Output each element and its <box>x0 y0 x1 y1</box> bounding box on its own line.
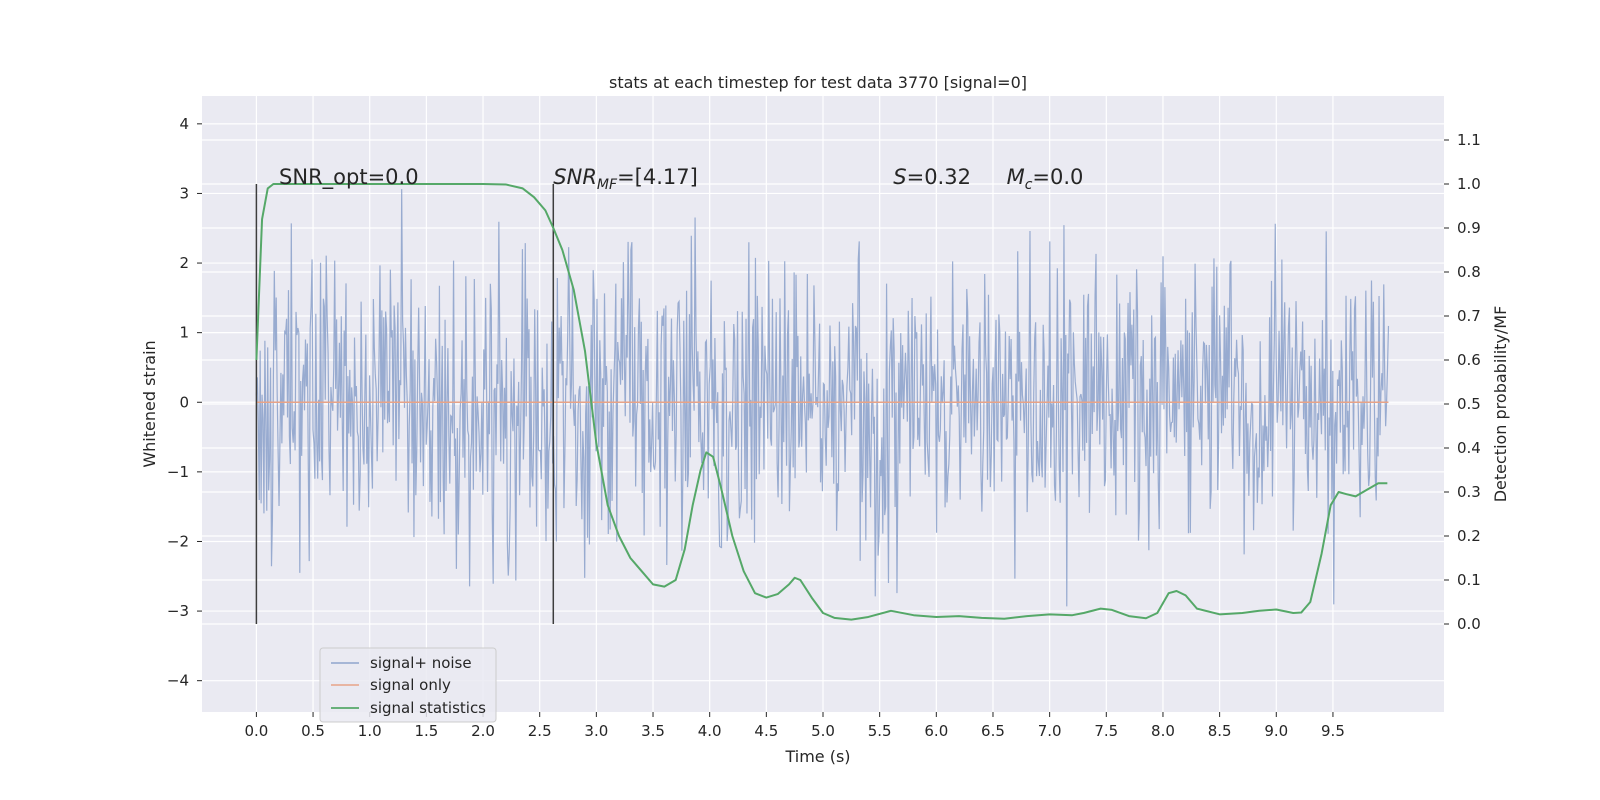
y-left-tick-label: 3 <box>179 184 189 202</box>
annotation-value: =0.0 <box>1032 165 1083 189</box>
y-left-tick-label: 0 <box>179 393 189 411</box>
annotation-text: S=0.32 <box>893 165 971 189</box>
y-right-tick-label: 0.9 <box>1457 219 1481 237</box>
signal-statistics-line <box>255 183 1388 621</box>
chart-title: stats at each timestep for test data 377… <box>609 73 1027 92</box>
y-left-tick-label: 2 <box>179 254 189 272</box>
series-signal-statistics <box>255 183 1388 621</box>
x-tick-label: 1.5 <box>414 722 438 740</box>
x-tick-label: 3.0 <box>584 722 608 740</box>
axis-ticks: 0.0 0.5 1.0 1.5 2.0 2.5 3.0 3.5 4.0 4.5 5.0 5.5 6.0 6… <box>167 115 1481 740</box>
annotation-value: =[4.17] <box>617 165 698 189</box>
x-tick-label: 7.5 <box>1094 722 1118 740</box>
annotation-subscript: MF <box>597 177 618 193</box>
annotations: SNR_opt=0.0 SNRMF=[4.17] S=0.32 Mc=0.0 <box>279 165 1083 193</box>
x-tick-label: 3.5 <box>641 722 665 740</box>
annotation-text: SNR_opt=0.0 <box>279 165 419 190</box>
x-tick-label: 4.0 <box>698 722 722 740</box>
y-left-tick-label: −2 <box>167 532 189 550</box>
annotation-symbol: S <box>893 165 906 189</box>
y-right-tick-label: 0.8 <box>1457 263 1481 281</box>
x-tick-label: 1.0 <box>358 722 382 740</box>
x-tick-label: 0.0 <box>244 722 268 740</box>
y-right-tick-label: 0.3 <box>1457 483 1481 501</box>
legend-label-signal-noise: signal+ noise <box>370 654 472 672</box>
y-right-tick-label: 1.0 <box>1457 175 1481 193</box>
y-right-tick-label: 0.6 <box>1457 351 1481 369</box>
legend-label-signal-statistics: signal statistics <box>370 699 486 717</box>
y-right-tick-label: 0.2 <box>1457 527 1481 545</box>
x-tick-label: 7.0 <box>1038 722 1062 740</box>
x-tick-label: 2.5 <box>528 722 552 740</box>
legend-box <box>319 647 497 723</box>
y-right-tick-label: 1.1 <box>1457 131 1481 149</box>
x-tick-label: 8.5 <box>1208 722 1232 740</box>
annotation-text: SNRMF=[4.17] <box>553 165 698 193</box>
x-tick-label: 5.0 <box>811 722 835 740</box>
x-tick-label: 5.5 <box>868 722 892 740</box>
y-right-tick-label: 0.0 <box>1457 615 1481 633</box>
y-right-tick-label: 0.5 <box>1457 395 1481 413</box>
y-left-tick-label: −3 <box>167 602 189 620</box>
signal-noise-line <box>255 189 1390 607</box>
y-axis-left-label: Whitened strain <box>140 340 159 467</box>
x-tick-label: 8.0 <box>1151 722 1175 740</box>
x-tick-label: 9.5 <box>1321 722 1345 740</box>
y-right-tick-label: 0.7 <box>1457 307 1481 325</box>
annotation-symbol: SNR <box>553 165 597 189</box>
y-left-tick-label: 1 <box>179 324 189 342</box>
x-tick-label: 0.5 <box>301 722 325 740</box>
annotation-text: Mc=0.0 <box>1007 165 1084 193</box>
x-axis-label: Time (s) <box>784 747 850 766</box>
y-left-tick-label: 4 <box>179 115 189 133</box>
annotation-subscript: c <box>1025 177 1033 193</box>
vertical-markers <box>255 184 555 624</box>
y-right-tick-label: 0.4 <box>1457 439 1481 457</box>
y-left-tick-label: −4 <box>167 672 189 690</box>
x-tick-label: 4.5 <box>754 722 778 740</box>
y-right-tick-label: 0.1 <box>1457 571 1481 589</box>
legend: signal+ noise signal only signal statist… <box>319 647 497 723</box>
annotation-value: =0.32 <box>907 165 971 189</box>
series-signal-noise <box>255 189 1390 607</box>
x-tick-label: 6.0 <box>924 722 948 740</box>
x-tick-label: 6.5 <box>981 722 1005 740</box>
x-tick-label: 9.0 <box>1264 722 1288 740</box>
y-axis-right-label: Detection probability/MF <box>1491 306 1510 503</box>
x-tick-label: 2.0 <box>471 722 495 740</box>
y-left-tick-label: −1 <box>167 463 189 481</box>
legend-label-signal-only: signal only <box>370 676 451 694</box>
annotation-symbol: M <box>1007 165 1025 189</box>
